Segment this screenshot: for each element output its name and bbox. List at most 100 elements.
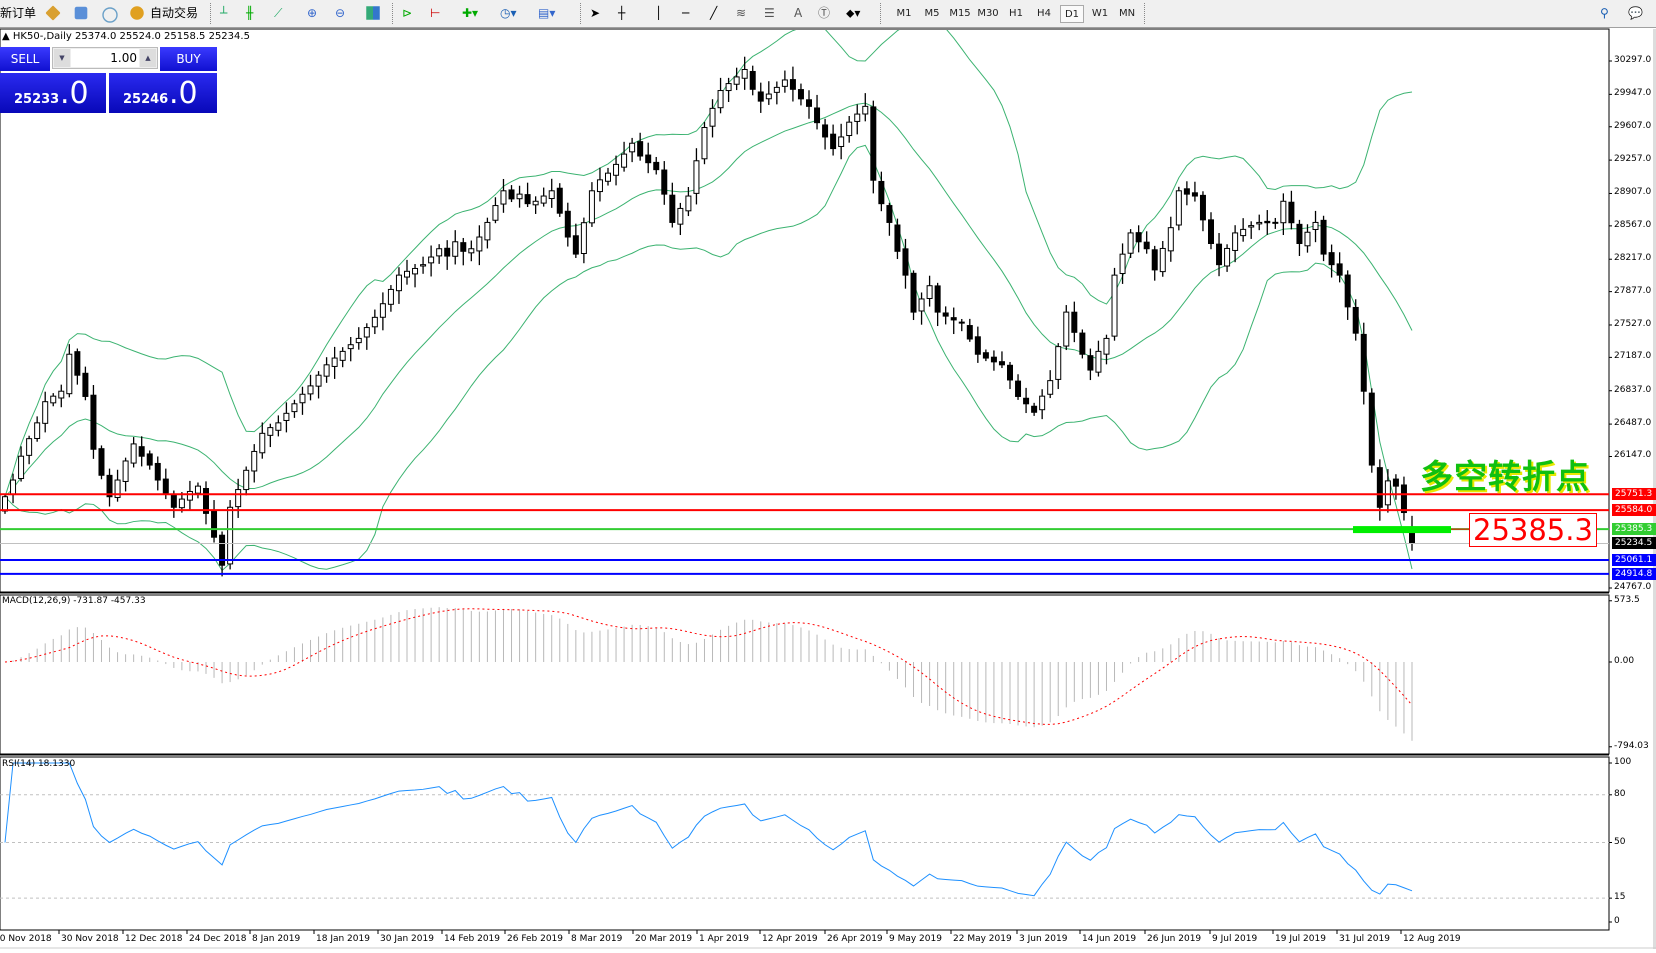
candle-body bbox=[757, 91, 764, 102]
candle-body bbox=[1344, 274, 1351, 308]
data-window-icon[interactable] bbox=[74, 6, 88, 20]
auto-trading-icon[interactable] bbox=[130, 6, 144, 20]
text-icon[interactable]: A bbox=[794, 6, 803, 20]
trend-reversal-annotation[interactable]: 多空转折点 bbox=[1420, 457, 1590, 496]
candle bbox=[1352, 299, 1359, 341]
cursor-icon[interactable]: ➤ bbox=[590, 6, 601, 20]
price-tag-label[interactable]: 25385.3 bbox=[1469, 513, 1597, 547]
candle-body bbox=[870, 106, 877, 181]
auto-trading-button[interactable]: 自动交易 bbox=[150, 6, 199, 20]
timeframe-h1[interactable]: H1 bbox=[1009, 8, 1023, 19]
toolbar-separator bbox=[392, 3, 394, 24]
candle bbox=[1063, 305, 1070, 351]
candle-body bbox=[1392, 478, 1399, 487]
timeframe-w1[interactable]: W1 bbox=[1091, 8, 1109, 19]
search-icon[interactable]: ⚲ bbox=[1600, 6, 1609, 20]
new-order-button[interactable]: 新订单 bbox=[0, 6, 37, 20]
candle-body bbox=[10, 479, 17, 496]
candle bbox=[1135, 225, 1142, 253]
candle-body bbox=[1256, 221, 1263, 225]
candle bbox=[379, 292, 386, 331]
text-label-icon[interactable]: Ⓣ bbox=[818, 6, 831, 20]
candle bbox=[838, 123, 845, 160]
candle-body bbox=[170, 493, 177, 508]
timeframe-mn[interactable]: MN bbox=[1118, 8, 1136, 19]
bar-chart-icon[interactable]: ┴ bbox=[220, 6, 228, 20]
date-axis-label: 8 Jan 2019 bbox=[252, 934, 301, 944]
candle bbox=[1409, 515, 1415, 551]
line-chart-icon[interactable]: ⟋ bbox=[274, 6, 283, 20]
lot-stepper[interactable]: ▼ ▲ bbox=[52, 47, 158, 69]
timeframe-m15[interactable]: M15 bbox=[949, 8, 971, 19]
horizontal-line-label: 25584.0 bbox=[1612, 504, 1656, 517]
timeframe-h4[interactable]: H4 bbox=[1037, 8, 1051, 19]
timeframe-m1[interactable]: M1 bbox=[896, 8, 912, 19]
timeframe-d1[interactable]: D1 bbox=[1060, 5, 1084, 23]
candle bbox=[428, 245, 435, 277]
candle-body bbox=[468, 248, 475, 254]
candle-body bbox=[564, 210, 571, 238]
timeframe-m5[interactable]: M5 bbox=[924, 8, 940, 19]
candle-body bbox=[773, 86, 780, 93]
tile-windows-icon[interactable] bbox=[366, 6, 380, 20]
candle bbox=[34, 416, 41, 442]
sell-button[interactable]: SELL bbox=[0, 47, 50, 71]
macd-label: MACD(12,26,9) -731.87 -457.33 bbox=[2, 596, 146, 606]
buy-price-box[interactable]: 25246 .0 bbox=[109, 73, 217, 113]
candle bbox=[862, 93, 869, 122]
trendline-icon[interactable]: ╱ bbox=[710, 6, 718, 20]
candle-body bbox=[733, 76, 740, 85]
candle-body bbox=[717, 90, 724, 109]
market-watch-icon[interactable] bbox=[45, 5, 61, 21]
candle-body bbox=[1272, 221, 1279, 224]
chat-icon[interactable]: 💬 bbox=[1628, 6, 1643, 20]
buy-button[interactable]: BUY bbox=[160, 47, 217, 71]
fibonacci-icon[interactable]: ≋ bbox=[736, 6, 747, 20]
candle bbox=[138, 436, 145, 467]
zoom-in-icon[interactable]: ⊕ bbox=[307, 6, 318, 20]
candle-body bbox=[492, 205, 499, 221]
lot-increase-button[interactable]: ▲ bbox=[140, 49, 156, 67]
zoom-out-icon[interactable]: ⊖ bbox=[335, 6, 346, 20]
candle-body bbox=[178, 498, 185, 509]
toolbar-separator bbox=[580, 3, 582, 24]
indicators-icon[interactable]: ✚▾ bbox=[462, 6, 479, 20]
candle-body bbox=[524, 194, 531, 205]
templates-icon[interactable]: ▤▾ bbox=[538, 6, 556, 20]
lot-decrease-button[interactable]: ▼ bbox=[54, 49, 70, 67]
navigator-icon[interactable] bbox=[102, 7, 118, 23]
rsi-axis-label: 100 bbox=[1614, 757, 1632, 767]
candle bbox=[717, 77, 724, 114]
arrows-icon[interactable]: ⬥▾ bbox=[846, 6, 861, 20]
sell-price-box[interactable]: 25233 .0 bbox=[0, 73, 106, 113]
candle-body bbox=[58, 390, 65, 399]
candle-body bbox=[1071, 311, 1078, 333]
candle bbox=[741, 56, 748, 90]
candle bbox=[661, 161, 668, 205]
candle-body bbox=[90, 394, 97, 450]
vertical-line-icon[interactable]: │ bbox=[655, 6, 663, 20]
candle-body bbox=[154, 462, 161, 481]
candle-body bbox=[966, 325, 973, 340]
autoscroll-icon[interactable]: ⊳ bbox=[402, 6, 413, 20]
lot-input[interactable] bbox=[71, 49, 139, 67]
timeframe-m30[interactable]: M30 bbox=[977, 8, 999, 19]
candle bbox=[1240, 218, 1247, 242]
chart-shift-icon[interactable]: ⊢ bbox=[430, 6, 441, 20]
candle-body bbox=[283, 412, 290, 421]
crosshair-icon[interactable]: ┼ bbox=[618, 6, 626, 20]
candle bbox=[621, 141, 628, 172]
candlestick-icon[interactable]: ╫ bbox=[246, 6, 254, 20]
candle-body bbox=[339, 350, 346, 361]
candle bbox=[211, 500, 218, 543]
candle bbox=[227, 500, 234, 570]
candle-body bbox=[315, 374, 322, 387]
candle bbox=[58, 384, 65, 408]
candle bbox=[830, 124, 837, 156]
candle-body bbox=[235, 489, 242, 508]
periods-icon[interactable]: ◷▾ bbox=[500, 6, 517, 20]
fibonacci-fan-icon[interactable]: ☰ bbox=[764, 6, 775, 20]
candle bbox=[814, 94, 821, 130]
horizontal-line-icon[interactable]: ─ bbox=[682, 6, 690, 20]
